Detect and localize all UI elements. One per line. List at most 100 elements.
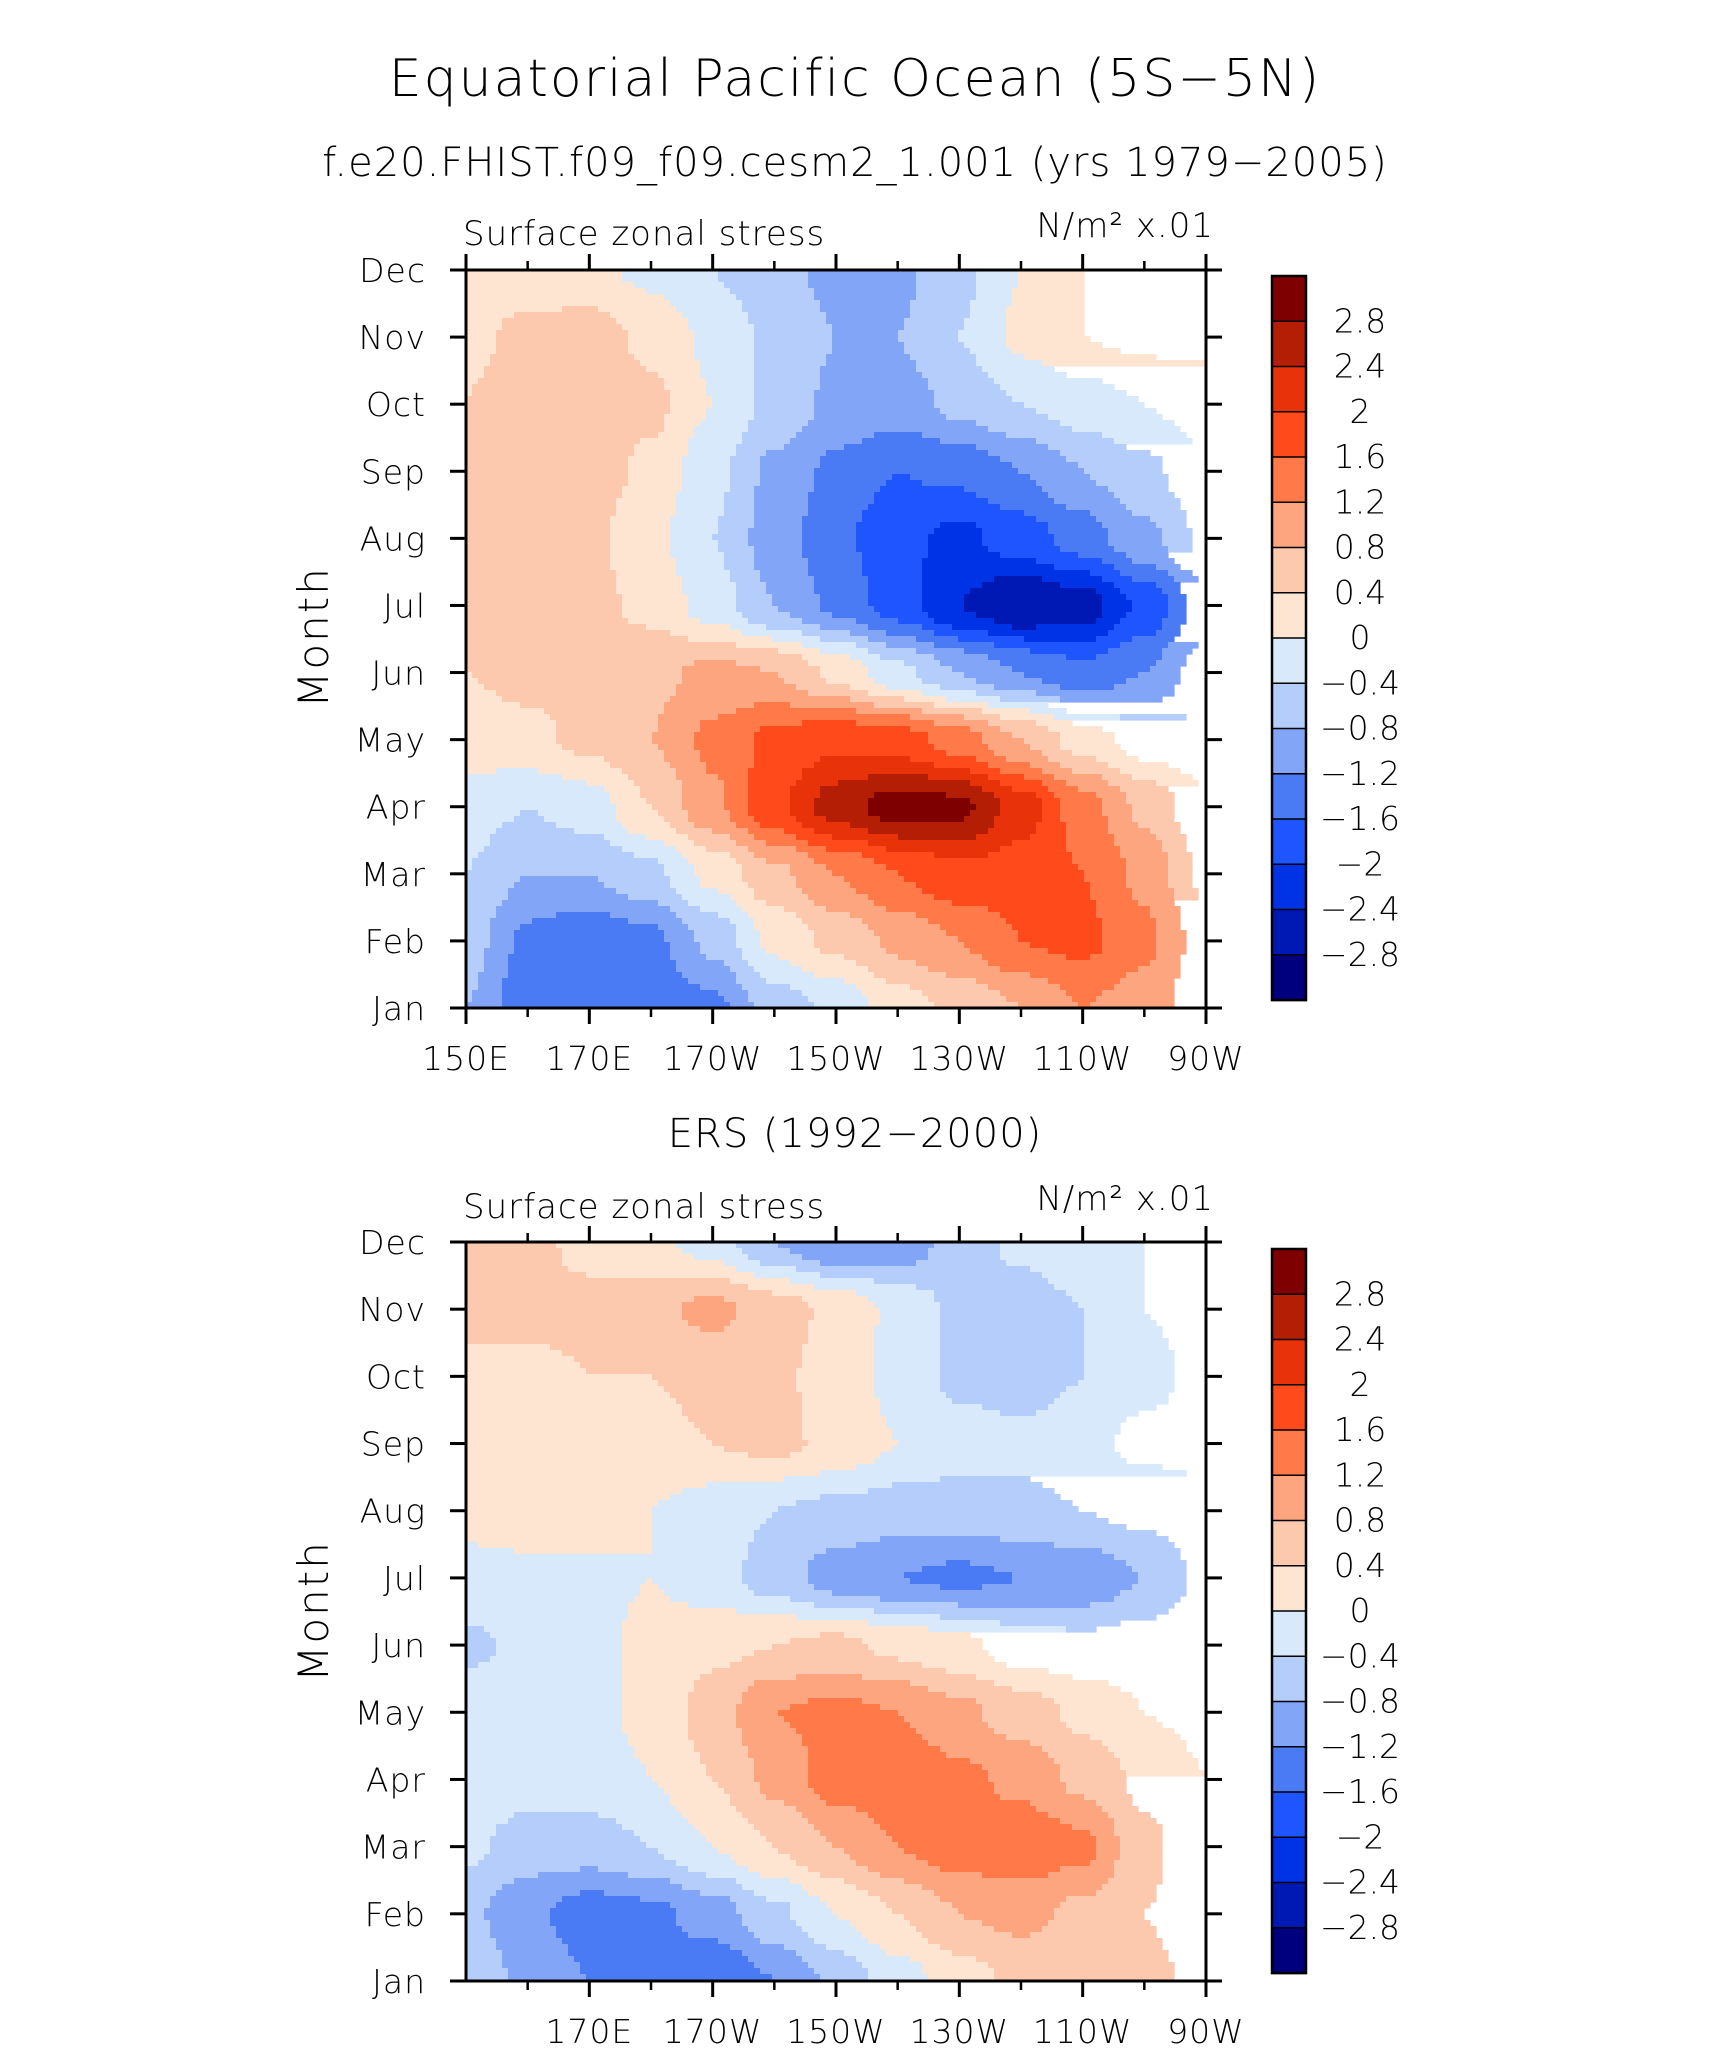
- contour-cell: [466, 384, 473, 391]
- contour-cell: [466, 1896, 491, 1903]
- contour-cell: [622, 492, 677, 499]
- contour-cell: [466, 612, 623, 619]
- contour-cell: [670, 630, 743, 637]
- contour-cell: [874, 1392, 947, 1399]
- contour-cell: [754, 888, 803, 895]
- contour-cell: [466, 528, 611, 535]
- contour-cell: [622, 1824, 695, 1831]
- contour-cell: [1024, 510, 1091, 517]
- contour-cell: [1054, 1398, 1169, 1405]
- contour-cell: [826, 906, 887, 913]
- contour-cell: [664, 1788, 725, 1795]
- model-panel: f.e20.FHIST.f09_f09.cesm2_1.001 (yrs 197…: [289, 140, 1387, 1078]
- contour-cell: [466, 1764, 647, 1771]
- contour-cell: [676, 690, 809, 697]
- contour-cell: [748, 828, 785, 835]
- contour-cell: [940, 1944, 1163, 1951]
- contour-cell: [976, 756, 1007, 763]
- contour-cell: [988, 546, 1061, 553]
- contour-cell: [682, 1410, 803, 1417]
- contour-cell: [1084, 1368, 1175, 1375]
- contour-cell: [508, 1968, 581, 1975]
- contour-cell: [1102, 600, 1133, 607]
- contour-cell: [832, 1908, 893, 1915]
- contour-cell: [940, 1320, 1085, 1327]
- contour-cell: [898, 1440, 1115, 1447]
- contour-cell: [964, 672, 1025, 679]
- contour-cell: [1048, 1752, 1115, 1759]
- contour-cell: [634, 1752, 701, 1759]
- contour-cell: [1156, 582, 1181, 589]
- contour-cell: [496, 1830, 635, 1837]
- contour-cell: [802, 1398, 881, 1405]
- contour-cell: [1168, 864, 1193, 871]
- contour-cell: [1054, 498, 1121, 505]
- contour-cell: [796, 834, 833, 841]
- contour-cell: [1150, 666, 1181, 673]
- contour-cell: [940, 1746, 1043, 1753]
- contour-cell: [1084, 1350, 1175, 1357]
- contour-cell: [934, 654, 989, 661]
- contour-cell: [466, 1386, 665, 1393]
- contour-cell: [514, 312, 611, 319]
- contour-cell: [730, 1800, 785, 1807]
- contour-cell: [568, 1950, 743, 1957]
- contour-cell: [610, 552, 671, 559]
- contour-cell: [754, 408, 815, 415]
- contour-cell: [490, 1926, 557, 1933]
- contour-cell: [928, 384, 1001, 391]
- contour-cell: [466, 1674, 623, 1681]
- contour-cell: [736, 600, 773, 607]
- contour-cell: [466, 828, 497, 835]
- contour-cell: [682, 1812, 743, 1819]
- contour-cell: [1078, 1002, 1091, 1009]
- observed-month-axis-label: Month: [289, 1540, 338, 1682]
- contour-cell: [772, 1644, 869, 1651]
- contour-cell: [820, 1272, 1043, 1279]
- contour-cell: [1060, 1770, 1127, 1777]
- contour-cell: [850, 654, 881, 661]
- contour-cell: [628, 1734, 689, 1741]
- contour-cell: [682, 852, 731, 859]
- contour-cell: [730, 624, 767, 631]
- contour-cell: [466, 1656, 491, 1663]
- contour-cell: [466, 1788, 665, 1795]
- contour-cell: [694, 342, 755, 349]
- contour-cell: [694, 348, 755, 355]
- contour-cell: [802, 990, 863, 997]
- contour-cell: [820, 948, 887, 955]
- contour-cell: [754, 1932, 809, 1939]
- contour-cell: [700, 942, 737, 949]
- contour-cell: [1060, 798, 1103, 805]
- contour-cell: [1102, 774, 1133, 781]
- contour-cell: [1060, 744, 1121, 751]
- contour-cell: [1042, 810, 1061, 817]
- contour-cell: [976, 1698, 1055, 1705]
- contour-cell: [970, 300, 1013, 307]
- contour-cell: [802, 1416, 887, 1423]
- contour-cell: [802, 552, 863, 559]
- contour-cell: [994, 378, 1103, 385]
- contour-cell: [922, 1734, 1007, 1741]
- contour-cell: [730, 816, 755, 823]
- contour-cell: [856, 1884, 923, 1891]
- contour-cell: [736, 1242, 779, 1249]
- contour-cell: [670, 390, 707, 397]
- contour-cell: [976, 678, 1043, 685]
- contour-cell: [1114, 1872, 1163, 1879]
- contour-cell: [1036, 558, 1103, 565]
- contour-cell: [1114, 624, 1163, 631]
- contour-cell: [514, 1878, 671, 1885]
- contour-cell: [616, 504, 677, 511]
- contour-cell: [814, 486, 881, 493]
- contour-cell: [1126, 858, 1169, 865]
- colorbar-box: [1271, 501, 1307, 549]
- contour-cell: [760, 930, 815, 937]
- contour-cell: [466, 660, 695, 667]
- contour-cell: [676, 306, 743, 313]
- contour-cell: [868, 600, 923, 607]
- contour-cell: [1000, 810, 1043, 817]
- contour-cell: [868, 582, 923, 589]
- contour-cell: [736, 660, 809, 667]
- contour-cell: [1036, 1806, 1103, 1813]
